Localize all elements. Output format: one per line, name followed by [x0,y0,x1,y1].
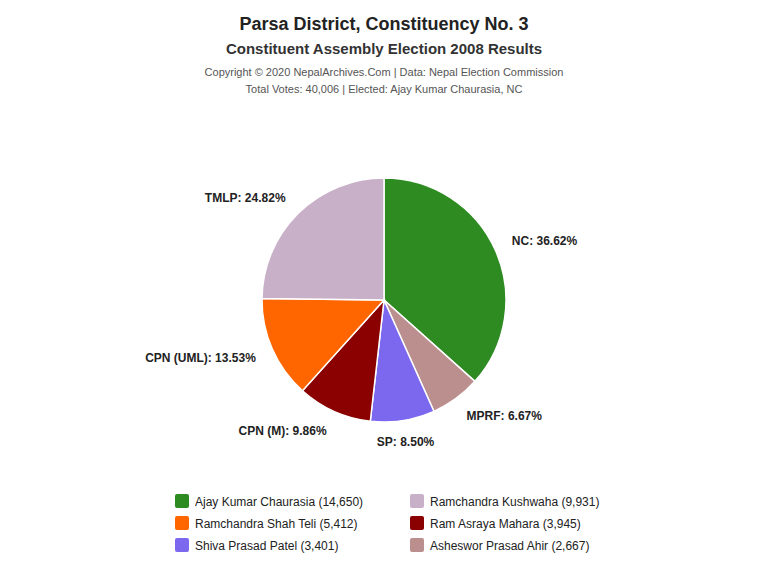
legend-label: Asheswor Prasad Ahir (2,667) [430,539,589,553]
legend-swatch [410,494,424,508]
slice-label: NC: 36.62% [512,234,578,248]
legend-label: Ajay Kumar Chaurasia (14,650) [195,495,363,509]
slice-label: SP: 8.50% [377,435,435,449]
annotation: Copyright © 2020 NepalArchives.Com | Dat… [205,66,564,78]
slice-label: CPN (M): 9.86% [239,424,327,438]
subtitle: Constituent Assembly Election 2008 Resul… [226,40,542,57]
title: Parsa District, Constituency No. 3 [239,14,528,34]
legend-label: Ramchandra Shah Teli (5,412) [195,517,358,531]
pie [262,178,506,422]
legend-swatch [410,538,424,552]
legend-swatch [175,516,189,530]
annotation: Total Votes: 40,006 | Elected: Ajay Kuma… [246,83,523,95]
slice-label: TMLP: 24.82% [205,191,286,205]
legend-label: Ramchandra Kushwaha (9,931) [430,495,599,509]
legend-swatch [175,538,189,552]
slice-label: CPN (UML): 13.53% [145,351,256,365]
legend-swatch [410,516,424,530]
slice-label: MPRF: 6.67% [467,409,543,423]
legend-swatch [175,494,189,508]
chart: Parsa District, Constituency No. 3 Consti… [0,0,768,576]
legend-label: Shiva Prasad Patel (3,401) [195,539,338,553]
slice-labels: NC: 36.62% MPRF: 6.67% SP: 8.50% CPN (M): 9… [145,191,577,450]
legend-label: Ram Asraya Mahara (3,945) [430,517,581,531]
legend: Ajay Kumar Chaurasia (14,650) Ramchandra … [175,494,599,553]
pie-slice [262,299,384,391]
